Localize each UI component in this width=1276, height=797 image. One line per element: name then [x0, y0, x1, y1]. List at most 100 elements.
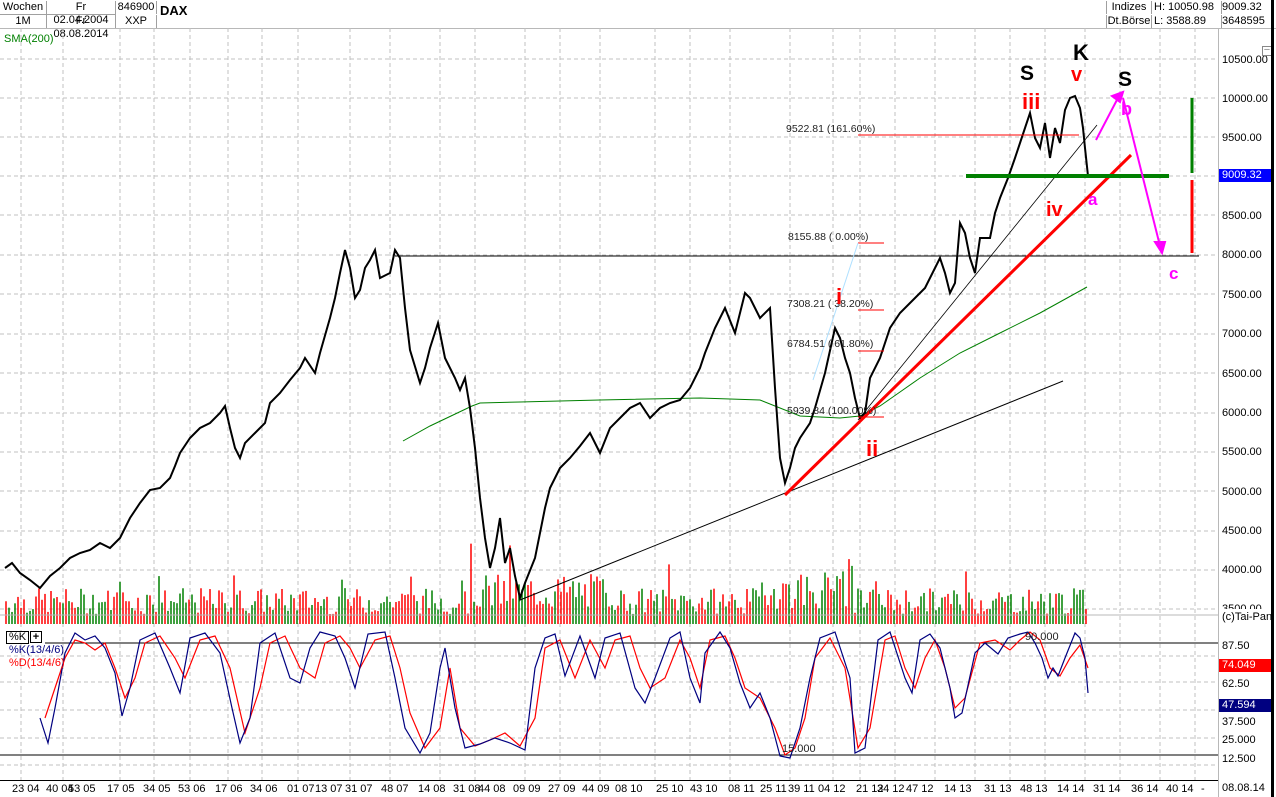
time-tick: 40 14: [1166, 783, 1194, 795]
time-tick: 44 09: [582, 783, 610, 795]
time-tick: 34 06: [250, 783, 278, 795]
time-tick: 31 14: [1093, 783, 1121, 795]
high-value: H: 10050.98: [1151, 1, 1222, 14]
wave-label-iv: iv: [1046, 199, 1063, 221]
time-tick: 40 04: [46, 783, 74, 795]
low-value: L: 3588.89: [1151, 15, 1222, 28]
wave-label-s2: S: [1118, 68, 1133, 91]
chart-title: DAX: [160, 3, 188, 18]
wave-label-i: i: [836, 284, 843, 309]
time-tick: 14 13: [944, 783, 972, 795]
price-tick: 7000.00: [1222, 328, 1262, 340]
fib-label-0: 8155.88 ( 0.00%): [788, 231, 869, 243]
stoch-k-tag: 47.594: [1219, 699, 1273, 712]
price-tick: 8500.00: [1222, 210, 1262, 222]
date-to: Fr 08.08.2014: [47, 15, 116, 40]
sma-label: SMA(200): [4, 33, 54, 45]
time-tick: 08 11: [728, 783, 755, 795]
time-tick: 53 05: [68, 783, 96, 795]
time-tick: 13 07: [315, 783, 343, 795]
projection-arrows: [1095, 90, 1167, 256]
current-price-tag: 9009.32: [1219, 169, 1273, 182]
wave-label-iii: iii: [1022, 89, 1041, 114]
add-indicator-button[interactable]: +: [30, 631, 42, 643]
stoch-upper-label: 90.000: [1025, 631, 1059, 643]
stoch-d-line: [44, 631, 1089, 756]
price-line: [4, 94, 1089, 602]
sma200-line: [402, 286, 1088, 442]
time-tick: 31 07: [345, 783, 373, 795]
fib-label-618: 6784.51 ( 61.80%): [787, 338, 874, 350]
time-tick: 44 08: [478, 783, 506, 795]
exchange: Dt.Börse: [1106, 15, 1152, 28]
time-tick: 04 12: [818, 783, 846, 795]
exchange-code: XXP: [116, 15, 157, 28]
interval-label: 1M: [0, 15, 47, 28]
time-tick: -: [1201, 783, 1205, 795]
fib-label-100: 5939.84 (100.00%): [787, 405, 877, 417]
time-axis: 23 04 40 04 53 05 17 05 34 05 53 06 17 06 34 06…: [0, 780, 1218, 797]
wave-label-c: c: [1169, 264, 1179, 283]
time-tick: 09 09: [513, 783, 541, 795]
price-tick: 3500.00: [1222, 603, 1262, 609]
end-date: 08.08.14: [1222, 782, 1265, 794]
time-tick: 21 12: [856, 783, 884, 795]
window-frame: [1271, 0, 1274, 797]
time-tick: 23 04: [12, 783, 40, 795]
wave-label-v: v: [1071, 64, 1083, 86]
time-tick: 47 12: [906, 783, 934, 795]
wave-label-b: b: [1121, 99, 1132, 119]
time-tick: 31 08: [453, 783, 481, 795]
stoch-d-label: %D(13/4/6): [9, 657, 65, 669]
price-chart[interactable]: [0, 28, 1218, 780]
time-tick: 48 13: [1020, 783, 1048, 795]
price-tick: 9500.00: [1222, 132, 1262, 144]
wave-label-a: a: [1088, 190, 1098, 209]
stoch-tick: 25.000: [1222, 734, 1256, 746]
stoch-tick: 12.500: [1222, 753, 1256, 765]
volume-bars: [5, 543, 1087, 624]
time-tick: 34 05: [143, 783, 171, 795]
fib-connector: [812, 242, 859, 381]
time-tick: 34 12: [877, 783, 905, 795]
fib-label-1616: 9522.81 (161.60%): [786, 123, 876, 135]
wkn: 846900: [116, 1, 157, 14]
stoch-tick: 87.50: [1222, 640, 1250, 652]
time-tick: 36 14: [1131, 783, 1159, 795]
price-tick: 5500.00: [1222, 446, 1262, 458]
axis-divider: [1218, 28, 1219, 797]
inner-trendline: [857, 124, 1098, 421]
price-tick: 4500.00: [1222, 525, 1262, 537]
wave-label-s1: S: [1020, 62, 1035, 85]
time-tick: 14 08: [418, 783, 446, 795]
wave-label-k: K: [1073, 40, 1089, 65]
price-tick: 7500.00: [1222, 289, 1262, 301]
time-tick: 17 06: [215, 783, 243, 795]
category: Indizes: [1106, 1, 1152, 14]
time-tick: 01 07: [287, 783, 315, 795]
copyright: (c)Tai-Pan: [1222, 611, 1273, 623]
period-label: Wochen: [0, 1, 47, 15]
volume-value: 3648595: [1222, 15, 1265, 27]
price-tick: 10000.00: [1222, 93, 1268, 105]
time-tick: 25 11: [760, 783, 787, 795]
price-tick: 5000.00: [1222, 486, 1262, 498]
stoch-k-label: %K(13/4/6): [9, 644, 65, 656]
time-tick: 25 10: [656, 783, 684, 795]
price-tick: 10500.00: [1222, 54, 1268, 66]
time-tick: 14 14: [1057, 783, 1085, 795]
time-tick: 53 06: [178, 783, 206, 795]
date-from: Fr 02.04.2004: [47, 1, 116, 26]
price-tick: 6500.00: [1222, 368, 1262, 380]
stoch-tick: 62.50: [1222, 678, 1250, 690]
time-tick: 27 09: [548, 783, 576, 795]
stoch-k-line: [39, 630, 1089, 759]
time-tick: 48 07: [381, 783, 409, 795]
time-tick: 39 11: [788, 783, 815, 795]
stoch-indicator-button[interactable]: %K: [6, 631, 30, 644]
time-tick: 31 13: [984, 783, 1012, 795]
wave-label-ii: ii: [866, 436, 879, 461]
time-tick: 43 10: [690, 783, 718, 795]
chart-header: Wochen 1M Fr 02.04.2004 Fr 08.08.2014 84…: [0, 0, 1276, 40]
stoch-d-tag: 74.049: [1219, 659, 1273, 672]
